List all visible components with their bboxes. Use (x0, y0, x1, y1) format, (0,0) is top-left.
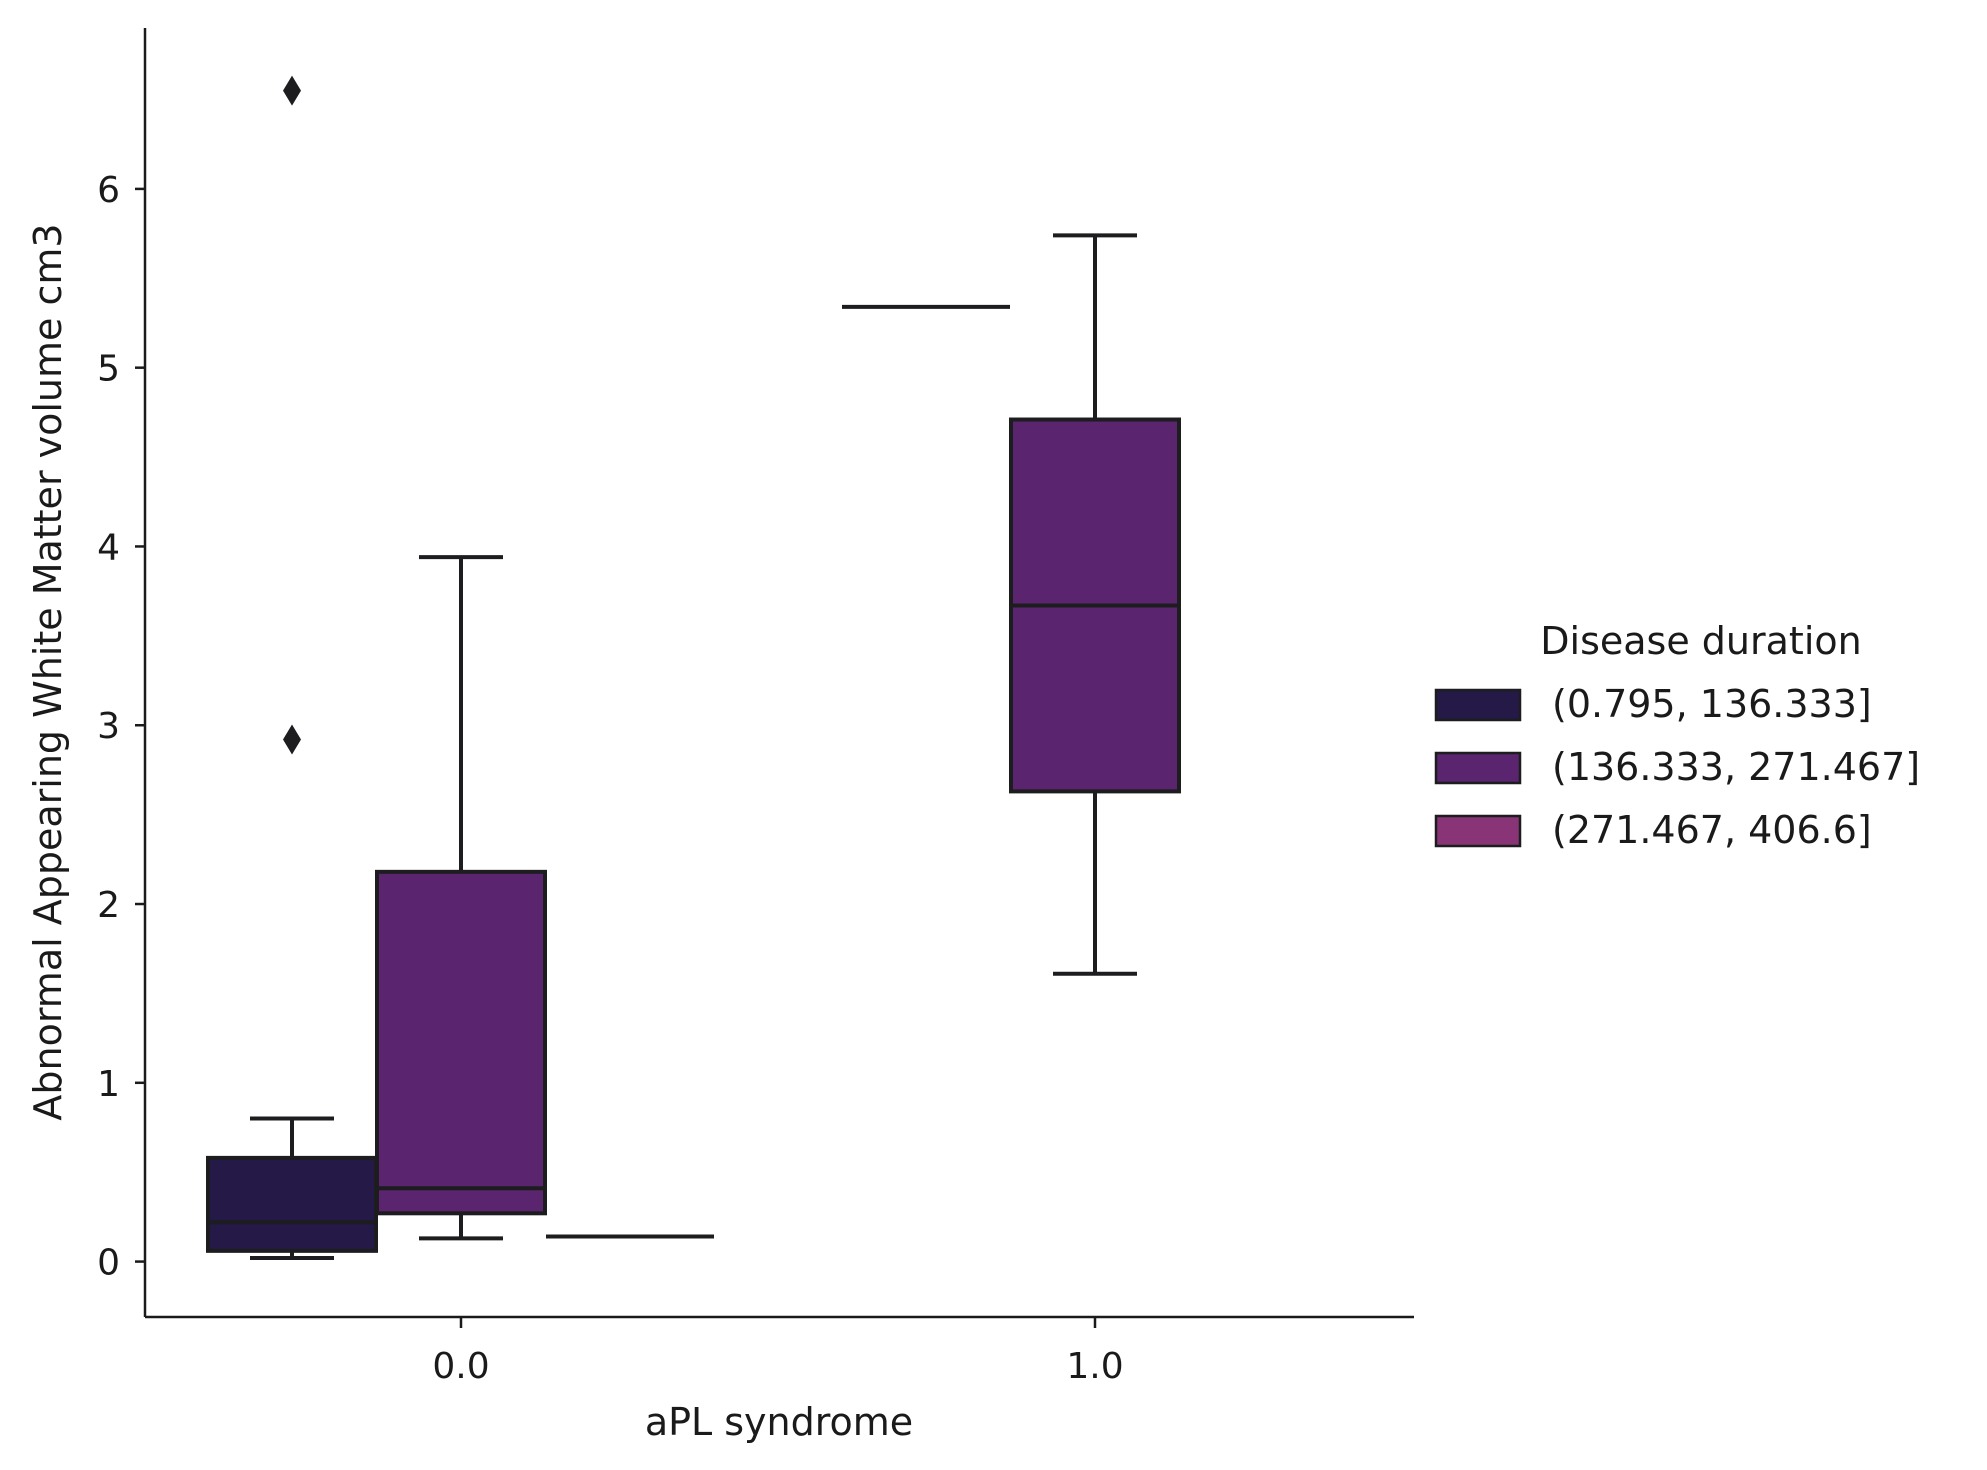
x-tick-label: 0.0 (432, 1346, 489, 1387)
legend-swatch (1434, 751, 1522, 785)
y-axis-label: Abnormal Appearing White Matter volume c… (26, 223, 70, 1120)
legend-title: Disease duration (1540, 619, 1861, 663)
y-tick-label: 5 (97, 349, 120, 390)
legend-swatch (1434, 688, 1522, 722)
box (375, 869, 547, 1216)
legend: Disease duration (0.795, 136.333] (136.33… (1434, 619, 1920, 852)
y-tick-label: 0 (97, 1243, 120, 1284)
legend-swatch (1434, 814, 1522, 848)
y-tick-label: 1 (97, 1064, 120, 1105)
outlier-diamond (283, 75, 301, 106)
outlier-diamond (283, 724, 301, 755)
legend-entry-label: (0.795, 136.333] (1552, 682, 1872, 726)
tick-labels: 0 1 2 3 4 5 6 0.0 1.0 (97, 170, 1124, 1387)
x-tick-label: 1.0 (1066, 1346, 1123, 1387)
axes (143, 28, 1414, 1319)
y-tick-label: 2 (97, 885, 120, 926)
legend-entries: (0.795, 136.333] (136.333, 271.467] (271.4… (1434, 682, 1920, 852)
legend-entry-label: (136.333, 271.467] (1552, 745, 1920, 789)
y-tick-label: 3 (97, 706, 120, 747)
x-axis-label: aPL syndrome (645, 1400, 913, 1444)
y-tick-label: 4 (97, 527, 120, 568)
plot-area (206, 75, 1181, 1261)
box (206, 1155, 378, 1253)
legend-entry-label: (271.467, 406.6] (1552, 808, 1872, 852)
y-tick-label: 6 (97, 170, 120, 211)
